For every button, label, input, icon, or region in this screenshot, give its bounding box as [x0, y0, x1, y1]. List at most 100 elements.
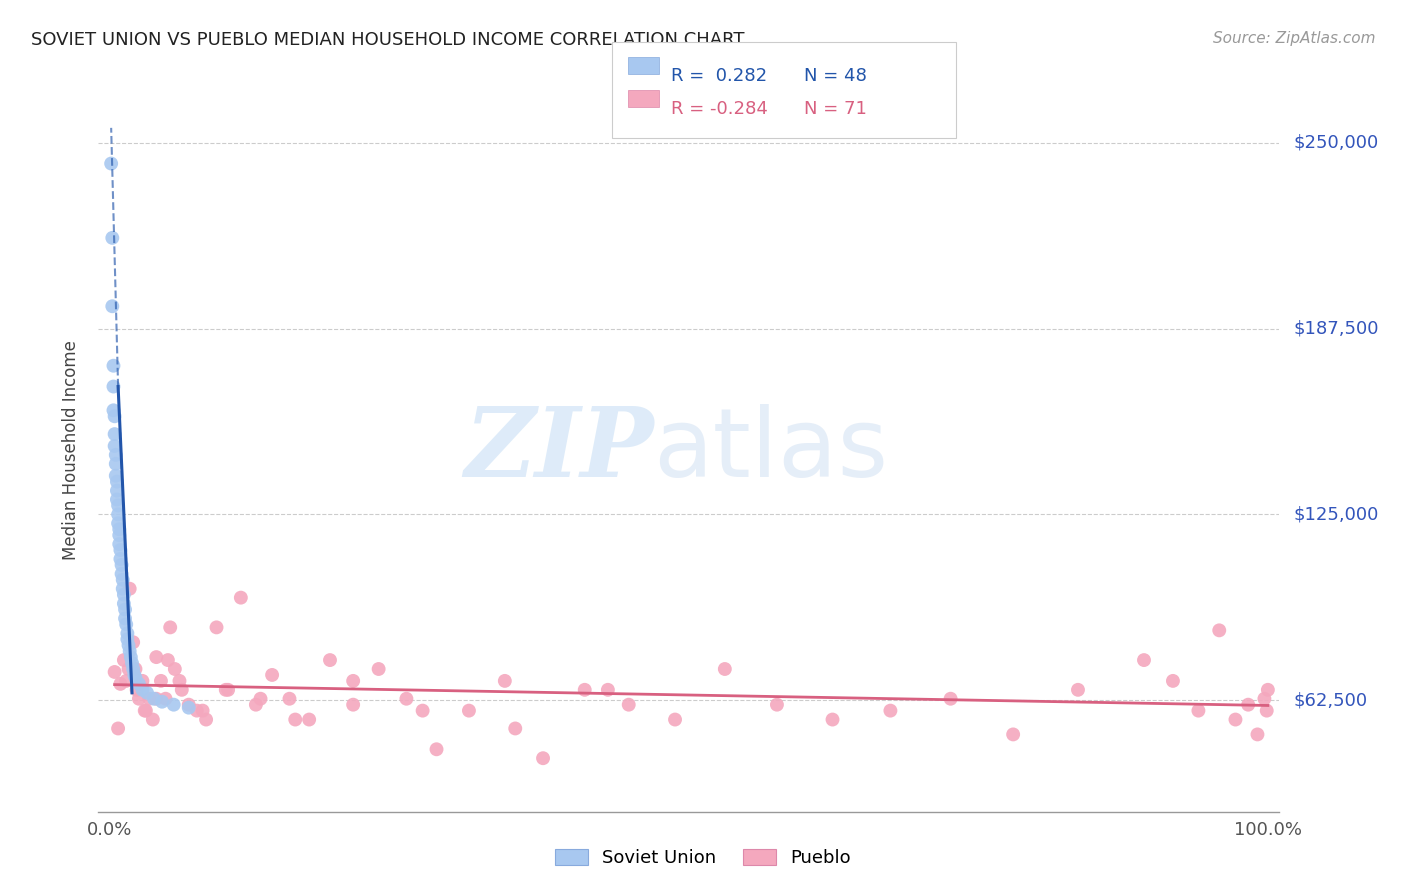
- Point: [110, 543, 132, 558]
- Point: [124, 662, 146, 676]
- Point: [107, 722, 129, 736]
- Point: [425, 742, 447, 756]
- Point: [103, 379, 125, 393]
- Point: [143, 691, 166, 706]
- Point: [229, 591, 252, 605]
- Text: atlas: atlas: [654, 404, 889, 497]
- Point: [117, 638, 139, 652]
- Point: [108, 537, 131, 551]
- Point: [284, 713, 307, 727]
- Point: [205, 620, 228, 634]
- Point: [115, 617, 138, 632]
- Point: [262, 668, 284, 682]
- Point: [1208, 624, 1230, 638]
- Point: [1246, 727, 1268, 741]
- Point: [100, 156, 122, 170]
- Point: [1253, 691, 1275, 706]
- Point: [117, 626, 139, 640]
- Point: [217, 682, 239, 697]
- Point: [114, 602, 136, 616]
- Point: [664, 713, 686, 727]
- Point: [131, 673, 153, 688]
- Point: [177, 700, 200, 714]
- Point: [319, 653, 342, 667]
- Point: [596, 682, 619, 697]
- Point: [494, 673, 516, 688]
- Point: [342, 698, 364, 712]
- Point: [108, 528, 131, 542]
- Point: [458, 704, 481, 718]
- Text: N = 48: N = 48: [804, 67, 868, 85]
- Point: [149, 673, 172, 688]
- Point: [412, 704, 434, 718]
- Point: [122, 635, 145, 649]
- Point: [111, 573, 134, 587]
- Point: [103, 403, 125, 417]
- Point: [617, 698, 640, 712]
- Point: [186, 704, 208, 718]
- Point: [278, 691, 301, 706]
- Point: [104, 448, 127, 462]
- Point: [112, 588, 135, 602]
- Point: [112, 597, 135, 611]
- Point: [163, 662, 186, 676]
- Point: [298, 713, 321, 727]
- Point: [104, 665, 127, 679]
- Point: [107, 499, 129, 513]
- Point: [138, 691, 160, 706]
- Point: [110, 558, 132, 572]
- Point: [1237, 698, 1260, 712]
- Point: [107, 516, 129, 531]
- Point: [118, 644, 141, 658]
- Point: [105, 483, 128, 498]
- Point: [879, 704, 901, 718]
- Point: [118, 582, 141, 596]
- Point: [1256, 704, 1278, 718]
- Point: [136, 686, 159, 700]
- Point: [111, 582, 134, 596]
- Point: [104, 439, 127, 453]
- Legend: Soviet Union, Pueblo: Soviet Union, Pueblo: [548, 841, 858, 874]
- Point: [195, 713, 218, 727]
- Point: [245, 698, 267, 712]
- Point: [105, 475, 128, 489]
- Point: [101, 299, 124, 313]
- Point: [1067, 682, 1090, 697]
- Point: [150, 695, 173, 709]
- Text: R =  0.282: R = 0.282: [671, 67, 766, 85]
- Point: [134, 704, 156, 718]
- Point: [104, 409, 127, 424]
- Text: $62,500: $62,500: [1294, 691, 1368, 709]
- Point: [125, 682, 148, 697]
- Point: [395, 691, 418, 706]
- Text: $125,000: $125,000: [1294, 506, 1379, 524]
- Point: [156, 653, 179, 667]
- Point: [104, 457, 127, 471]
- Text: $250,000: $250,000: [1294, 134, 1379, 152]
- Point: [117, 662, 139, 676]
- Point: [128, 677, 150, 691]
- Point: [531, 751, 554, 765]
- Point: [114, 611, 136, 625]
- Point: [503, 722, 526, 736]
- Point: [821, 713, 844, 727]
- Point: [163, 698, 186, 712]
- Point: [342, 673, 364, 688]
- Point: [249, 691, 271, 706]
- Point: [122, 662, 145, 676]
- Point: [177, 698, 200, 712]
- Point: [1161, 673, 1184, 688]
- Point: [110, 677, 132, 691]
- Point: [131, 682, 153, 697]
- Point: [159, 620, 181, 634]
- Point: [107, 508, 129, 522]
- Point: [939, 691, 962, 706]
- Point: [215, 682, 238, 697]
- Point: [124, 671, 146, 685]
- Point: [766, 698, 789, 712]
- Point: [191, 704, 214, 718]
- Point: [121, 656, 143, 670]
- Point: [142, 713, 165, 727]
- Point: [135, 704, 157, 718]
- Point: [120, 650, 142, 665]
